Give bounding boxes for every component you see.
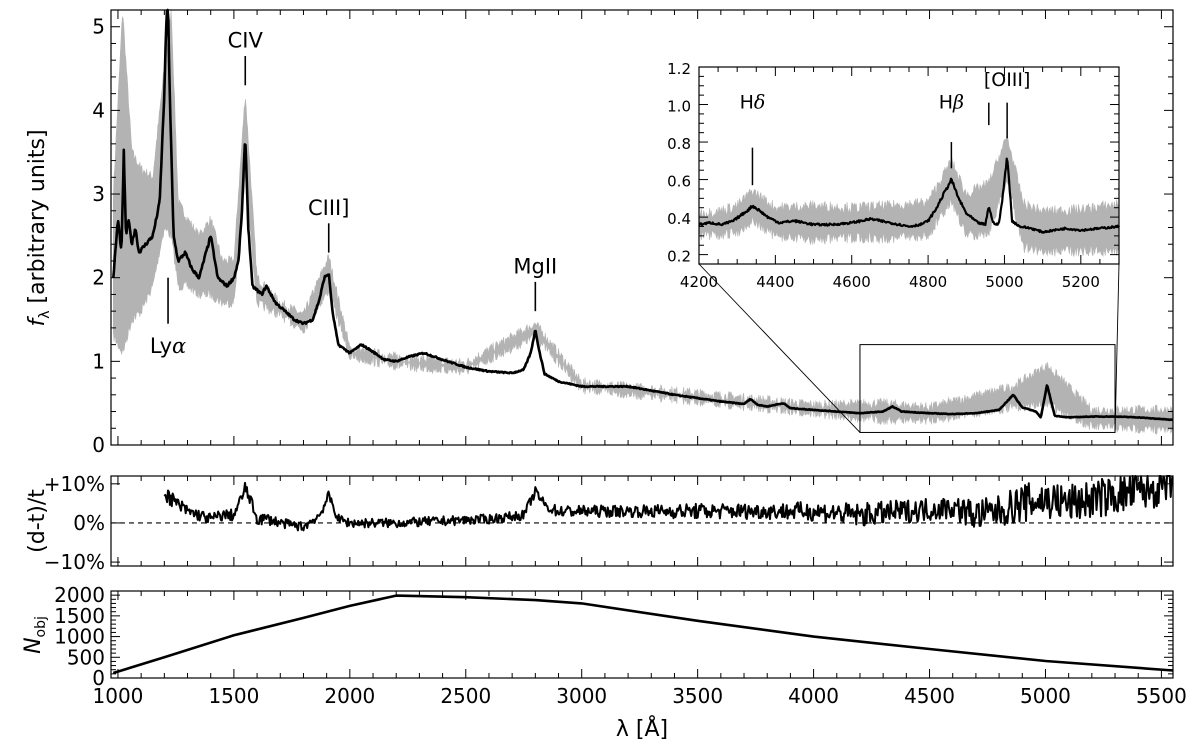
y-tick-label: 5 bbox=[92, 15, 105, 39]
inset-panel: 4200 4400 4600 4800 5000 5200 0.2 0.4 0.6 0.8 1.0 1… bbox=[667, 60, 1120, 291]
residual-y-axis-label: (d-t)/t bbox=[25, 489, 50, 553]
x-tick-label: 1500 bbox=[208, 684, 259, 708]
inset-line-label: [OIII] bbox=[984, 69, 1031, 91]
x-tick-label: 5500 bbox=[1136, 684, 1187, 708]
spectrum-median-line bbox=[112, 8, 1174, 422]
y-tick-label: 1 bbox=[92, 349, 105, 373]
x-tick-label: 5000 bbox=[985, 273, 1023, 291]
zoom-connectors bbox=[698, 263, 1120, 433]
y-tick-label: 1000 bbox=[54, 625, 105, 649]
y-tick-label: −10% bbox=[44, 550, 105, 574]
spectrum-frame bbox=[110, 9, 1174, 446]
y-tick-label: 1.2 bbox=[667, 60, 691, 78]
count-plot-area bbox=[112, 594, 1174, 675]
line-label: CIV bbox=[228, 29, 264, 53]
inset-line-label: Hβ bbox=[939, 91, 964, 113]
spectrum-line-annotations: Lyα CIV CIII] MgII bbox=[150, 29, 557, 358]
inset-ticks: 4200 4400 4600 4800 5000 5200 0.2 0.4 0.6 0.8 1.0 1… bbox=[667, 60, 1120, 291]
y-tick-label: 0.6 bbox=[667, 173, 691, 191]
y-tick-label: 0% bbox=[73, 511, 105, 535]
inset-median-line bbox=[698, 157, 1120, 234]
x-tick-label: 1000 bbox=[93, 684, 144, 708]
inset-frame bbox=[698, 66, 1120, 265]
residual-frame bbox=[110, 475, 1174, 567]
x-tick-label: 2500 bbox=[440, 684, 491, 708]
count-ticks: 1000 1500 2000 2500 3000 3500 4000 4500 5000 5500… bbox=[54, 583, 1187, 708]
x-tick-label: 2000 bbox=[324, 684, 375, 708]
y-tick-label: 500 bbox=[67, 645, 105, 669]
x-tick-label: 4000 bbox=[788, 684, 839, 708]
y-tick-label: 0.8 bbox=[667, 135, 691, 153]
zoom-box bbox=[859, 344, 1116, 433]
line-label: CIII] bbox=[308, 196, 349, 220]
y-tick-label: 2000 bbox=[54, 583, 105, 607]
y-tick-label: 0.4 bbox=[667, 210, 691, 228]
x-tick-label: 5000 bbox=[1020, 684, 1071, 708]
x-tick-label: 3000 bbox=[556, 684, 607, 708]
y-tick-label: 4 bbox=[92, 98, 105, 122]
y-tick-label: 2 bbox=[92, 266, 105, 290]
x-tick-label: 5200 bbox=[1062, 273, 1100, 291]
x-tick-label: 3500 bbox=[672, 684, 723, 708]
y-tick-label: 0.2 bbox=[667, 248, 691, 266]
y-tick-label: 0 bbox=[92, 666, 105, 690]
inset-line-annotations: Hδ Hβ [OIII] bbox=[740, 69, 1031, 186]
count-panel: 1000 1500 2000 2500 3000 3500 4000 4500 5000 5500… bbox=[21, 583, 1187, 708]
line-label: MgII bbox=[513, 255, 557, 279]
line-label: Lyα bbox=[150, 334, 186, 358]
count-frame bbox=[110, 590, 1174, 679]
spectrum-panel: 0 1 2 3 4 5 Lyα CIV CIII] MgII fλ [arbitrary uni… bbox=[25, 8, 1174, 457]
y-tick-label: 1500 bbox=[54, 604, 105, 628]
zoom-connector-left bbox=[698, 263, 861, 433]
x-tick-label: 4800 bbox=[909, 273, 947, 291]
inset-line-label: Hδ bbox=[740, 91, 766, 113]
spectrum-y-axis-label: fλ [arbitrary units] bbox=[25, 129, 53, 326]
y-tick-label: 1.0 bbox=[667, 98, 691, 116]
residual-panel: −10% 0% +10% (d-t)/t bbox=[25, 472, 1174, 574]
count-y-axis-label: Nobj bbox=[21, 616, 49, 654]
x-tick-label: 4200 bbox=[680, 273, 718, 291]
x-axis-label: λ [Å] bbox=[616, 715, 668, 742]
x-tick-label: 4400 bbox=[756, 273, 794, 291]
x-tick-label: 4600 bbox=[833, 273, 871, 291]
y-tick-label: +10% bbox=[44, 472, 105, 496]
x-tick-label: 4500 bbox=[904, 684, 955, 708]
count-line bbox=[112, 594, 1174, 675]
y-tick-label: 3 bbox=[92, 182, 105, 206]
y-tick-label: 0 bbox=[92, 433, 105, 457]
residual-ticks: −10% 0% +10% bbox=[44, 472, 1173, 574]
residual-plot-area bbox=[111, 475, 1174, 532]
zoom-connector-right bbox=[1114, 263, 1120, 433]
residual-line bbox=[163, 475, 1174, 532]
